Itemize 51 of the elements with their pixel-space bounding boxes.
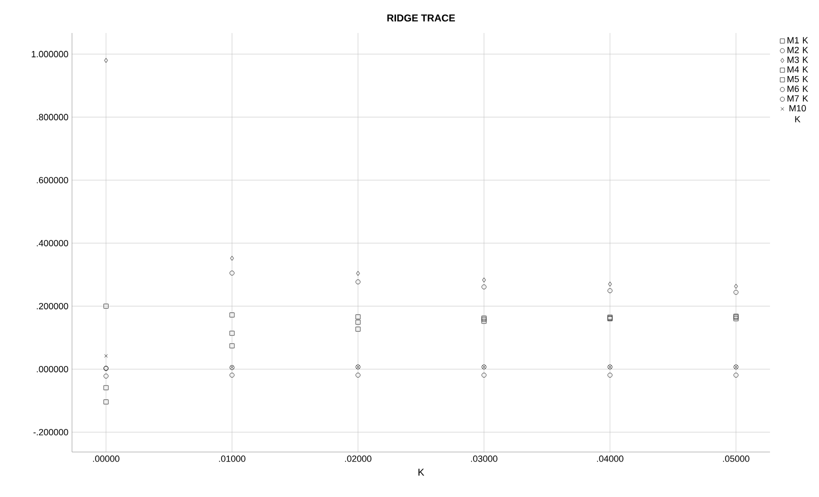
legend-label: M5 K [788, 76, 808, 82]
point [230, 343, 234, 348]
y-tick-label: .200000 [36, 302, 68, 310]
point [608, 372, 612, 378]
point [104, 385, 108, 390]
x-tick-label: .04000 [597, 456, 624, 462]
point [356, 372, 360, 378]
point [356, 326, 360, 332]
legend-label: M2 K [788, 46, 808, 54]
point [230, 372, 234, 378]
point [230, 312, 234, 318]
point [356, 279, 360, 284]
point [482, 278, 486, 282]
point [230, 330, 234, 336]
point [104, 374, 108, 378]
legend-label: M1 K [788, 37, 808, 44]
point [356, 270, 360, 276]
point [734, 290, 738, 295]
point [104, 58, 108, 63]
point [482, 284, 486, 290]
y-tick-label: 1.000000 [32, 50, 68, 58]
y-tick-label: -.200000 [33, 428, 68, 436]
point [104, 354, 108, 358]
legend-label: M10 K [790, 105, 806, 122]
point [608, 288, 612, 294]
y-tick-label: .600000 [36, 176, 68, 184]
chart-title: RIDGE TRACE [387, 14, 455, 22]
x-tick-label: .03000 [471, 456, 498, 462]
point [230, 270, 234, 276]
point [230, 256, 234, 261]
legend-label: M7 K [788, 95, 808, 102]
point [482, 372, 486, 378]
legend-label: M3 K [788, 56, 808, 63]
point [482, 318, 486, 324]
point [734, 372, 738, 378]
x-tick-label: .02000 [345, 456, 372, 462]
point [356, 320, 360, 325]
y-tick-label: .800000 [36, 114, 68, 120]
legend-label: M4 K [788, 66, 808, 72]
point [356, 314, 360, 320]
legend-label: M6 K [788, 86, 808, 92]
point [104, 400, 108, 404]
x-axis-title: K [418, 468, 424, 476]
x-tick-label: .00000 [93, 456, 120, 462]
y-tick-label: .400000 [36, 240, 68, 246]
x-tick-label: .01000 [219, 456, 246, 462]
x-tick-label: .05000 [723, 456, 750, 462]
point [104, 304, 108, 309]
point [608, 282, 612, 286]
point [734, 284, 738, 289]
y-tick-label: .000000 [36, 366, 68, 372]
